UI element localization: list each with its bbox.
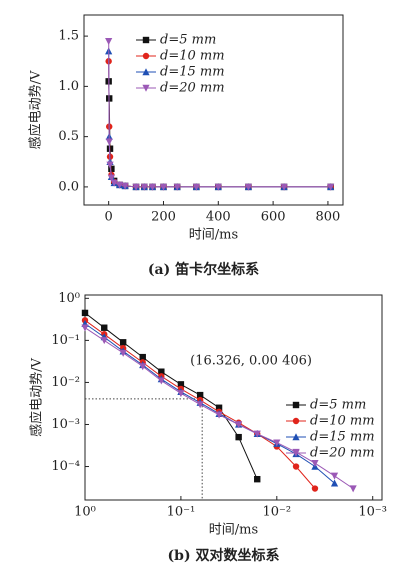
marker (119, 339, 127, 346)
marker (311, 485, 319, 492)
series-line (108, 81, 331, 188)
x-tick-label: 600 (261, 210, 286, 225)
marker (177, 390, 185, 398)
marker (107, 174, 116, 182)
y-tick-label: 0.0 (58, 179, 79, 194)
x-axis-label: 时间/ms (209, 523, 258, 538)
marker (235, 421, 243, 429)
legend-label: d=20 mm (310, 446, 375, 461)
marker (101, 324, 108, 331)
marker (81, 309, 89, 317)
marker (139, 363, 147, 371)
marker (173, 183, 181, 191)
marker (192, 183, 200, 191)
marker (177, 381, 185, 388)
marker (214, 183, 222, 191)
marker (292, 433, 300, 441)
marker (273, 439, 281, 447)
y-tick-label: 0.5 (58, 129, 79, 144)
marker (142, 52, 150, 60)
plot-frame (84, 294, 383, 501)
marker (157, 377, 165, 385)
marker (253, 430, 261, 438)
legend-label: d=5 mm (310, 398, 366, 413)
y-tick-label: 10⁰ (58, 291, 80, 306)
marker (196, 401, 204, 409)
x-tick-label: 400 (206, 210, 231, 225)
marker (132, 183, 140, 191)
marker (254, 475, 261, 483)
marker (311, 460, 319, 468)
y-axis-label: 感应电动势/V (28, 70, 44, 149)
x-tick-label: 0 (105, 210, 113, 225)
marker (121, 182, 129, 190)
x-tick-label: 10⁻² (262, 505, 291, 520)
marker (159, 183, 168, 191)
marker (330, 479, 339, 487)
marker (105, 37, 113, 45)
marker (244, 183, 253, 191)
marker (196, 391, 204, 399)
marker (139, 353, 146, 361)
series-line (84, 312, 258, 480)
marker (330, 472, 339, 480)
marker (280, 183, 288, 191)
legend-label: d=15 mm (310, 430, 375, 445)
y-tick-label: 10⁻⁴ (51, 459, 80, 474)
marker (292, 463, 300, 470)
y-tick-label: 10⁻¹ (51, 333, 80, 348)
legend-label: d=20 mm (160, 81, 225, 96)
marker (119, 349, 127, 357)
marker (215, 411, 223, 419)
marker (140, 183, 148, 191)
y-axis-label: 感应电动势/V (29, 358, 45, 437)
marker (215, 404, 223, 411)
legend-label: d=10 mm (160, 49, 225, 64)
x-tick-label: 10⁻³ (358, 505, 387, 520)
legend-label: d=5 mm (160, 33, 216, 48)
series-line (84, 323, 335, 484)
plot-frame (83, 14, 344, 206)
y-tick-label: 10⁻² (51, 375, 80, 390)
marker (142, 84, 150, 92)
marker (292, 449, 300, 457)
annotation: (16.326, 0.00 406) (190, 353, 312, 368)
x-axis-label: 时间/ms (189, 228, 238, 243)
marker (292, 417, 300, 425)
marker (235, 433, 242, 441)
marker (110, 179, 118, 187)
x-tick-label: 10⁰ (74, 505, 96, 520)
marker (142, 68, 150, 76)
marker (142, 36, 150, 44)
caption: (a) 笛卡尔坐标系 (148, 261, 259, 278)
legend-label: d=15 mm (160, 65, 225, 80)
caption: (b) 双对数坐标系 (168, 547, 280, 564)
marker (148, 183, 157, 191)
marker (81, 324, 89, 332)
marker (327, 183, 335, 191)
marker (100, 337, 108, 345)
x-tick-label: 800 (316, 210, 341, 225)
x-tick-label: 10⁻¹ (167, 505, 196, 520)
marker (116, 181, 124, 189)
y-tick-label: 10⁻³ (51, 417, 80, 432)
marker (106, 161, 114, 169)
x-tick-label: 200 (151, 210, 176, 225)
y-tick-label: 1.5 (58, 29, 79, 44)
marker (158, 368, 165, 375)
marker (349, 485, 357, 493)
y-tick-label: 1.0 (58, 79, 79, 94)
marker (105, 138, 113, 146)
marker (292, 401, 300, 409)
legend-label: d=10 mm (310, 414, 375, 429)
